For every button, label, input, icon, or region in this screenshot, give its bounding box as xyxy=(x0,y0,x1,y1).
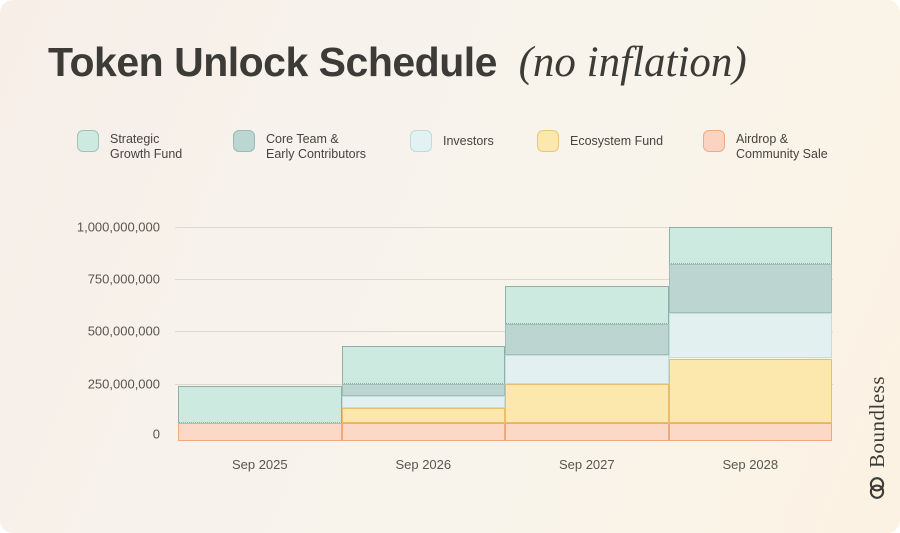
y-axis-label: 750,000,000 xyxy=(87,271,160,287)
legend-label: Ecosystem Fund xyxy=(570,134,664,148)
x-axis-label: Sep 2025 xyxy=(231,457,288,472)
band-airdrop-community-sale-sep-2025 xyxy=(178,423,342,441)
band-investors-sep-2028 xyxy=(668,313,832,359)
legend-item-ecosystem-fund: Ecosystem Fund xyxy=(537,130,663,152)
band-airdrop-community-sale-sep-2027 xyxy=(505,423,669,441)
band-strategic-growth-fund-sep-2026 xyxy=(341,345,505,384)
band-core-team-early-contributors-sep-2028 xyxy=(668,264,832,314)
band-airdrop-community-sale-sep-2028 xyxy=(668,423,832,441)
band-investors-sep-2026 xyxy=(341,396,505,408)
band-core-team-early-contributors-sep-2026 xyxy=(341,383,505,397)
band-airdrop-community-sale-sep-2026 xyxy=(341,423,505,441)
band-core-team-early-contributors-sep-2027 xyxy=(505,323,669,356)
legend-label: Investors xyxy=(443,134,494,148)
legend-swatch-icon xyxy=(410,130,432,152)
page-title-main: Token Unlock Schedule xyxy=(48,39,497,85)
band-ecosystem-fund-sep-2028 xyxy=(668,358,832,424)
legend-swatch-icon xyxy=(233,130,255,152)
gridline xyxy=(175,226,833,228)
y-axis-label: 250,000,000 xyxy=(87,376,160,392)
band-strategic-growth-fund-sep-2028 xyxy=(668,226,832,265)
boundless-wordmark: Boundless xyxy=(864,375,889,468)
band-ecosystem-fund-sep-2027 xyxy=(505,383,669,424)
y-axis-label: 1,000,000,000 xyxy=(76,219,160,234)
gridline xyxy=(175,331,833,333)
gridline xyxy=(175,278,833,280)
legend-item-core-team-early-contributors: Core Team & Early Contributors xyxy=(233,130,366,162)
x-axis-label: Sep 2028 xyxy=(722,457,779,472)
boundless-brand: Boundless xyxy=(864,376,890,501)
legend-label: Core Team & Early Contributors xyxy=(266,132,367,161)
legend-item-investors: Investors xyxy=(410,130,494,152)
page-title: Token Unlock Schedule (no inflation) xyxy=(48,38,747,87)
x-axis-label: Sep 2027 xyxy=(558,457,615,472)
legend-label: Strategic Growth Fund xyxy=(110,132,183,161)
band-strategic-growth-fund-sep-2027 xyxy=(505,286,669,324)
page-title-suffix: (no inflation) xyxy=(518,39,747,86)
legend-swatch-icon xyxy=(703,130,725,152)
band-ecosystem-fund-sep-2026 xyxy=(341,407,505,424)
band-strategic-growth-fund-sep-2025 xyxy=(178,385,342,424)
band-investors-sep-2027 xyxy=(505,355,669,384)
x-axis-label: Sep 2026 xyxy=(395,457,452,472)
legend-swatch-icon xyxy=(77,130,99,152)
legend-swatch-icon xyxy=(537,130,559,152)
legend-item-strategic-growth-fund: Strategic Growth Fund xyxy=(77,130,182,162)
legend-item-airdrop-community-sale: Airdrop & Community Sale xyxy=(703,130,828,162)
y-axis-label: 0 xyxy=(152,426,160,442)
boundless-logo-icon xyxy=(869,477,885,499)
y-axis-label: 500,000,000 xyxy=(87,323,160,339)
legend-label: Airdrop & Community Sale xyxy=(736,132,828,161)
